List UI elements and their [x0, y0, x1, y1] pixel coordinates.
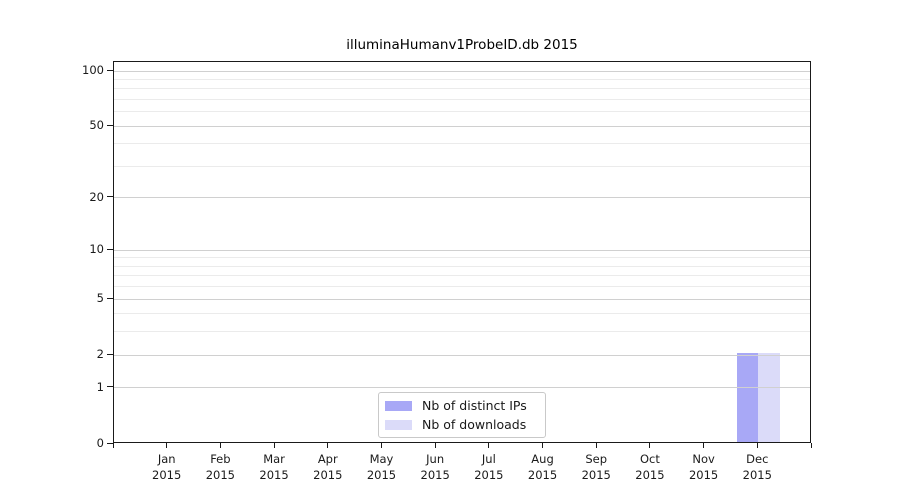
x-axis-tick: [112, 443, 114, 448]
x-axis-tick: [434, 443, 436, 448]
x-axis-tick: [166, 443, 168, 448]
plot-area: [113, 61, 811, 443]
gridline-major: [114, 298, 810, 300]
x-axis-tick: [595, 443, 597, 448]
x-axis-tick: [810, 443, 812, 448]
gridline-minor: [114, 165, 810, 167]
x-axis-tick: [327, 443, 329, 448]
bar-downloads: [758, 353, 780, 442]
x-tick-label: Nov 2015: [688, 452, 719, 482]
y-axis-tick: [107, 124, 113, 126]
x-axis-tick: [219, 443, 221, 448]
x-axis-tick: [542, 443, 544, 448]
gridline-minor: [114, 313, 810, 315]
x-tick-label: Mar 2015: [259, 452, 289, 482]
y-axis-tick: [107, 442, 113, 444]
x-axis-tick: [756, 443, 758, 448]
legend-entry: Nb of distinct IPs: [385, 398, 537, 413]
y-axis-tick: [107, 353, 113, 355]
gridline-major: [114, 125, 810, 127]
y-tick-label: 10: [89, 242, 104, 257]
y-tick-label: 100: [82, 63, 104, 77]
gridline-major: [114, 387, 810, 389]
x-tick-label: Dec 2015: [742, 452, 772, 482]
y-tick-label: 20: [89, 189, 104, 204]
y-axis-tick: [107, 248, 113, 250]
y-tick-label: 50: [89, 118, 104, 133]
gridline-major: [114, 197, 810, 199]
gridline-minor: [114, 257, 810, 259]
y-tick-label: 0: [96, 436, 104, 450]
gridline-minor: [114, 111, 810, 113]
x-axis-tick: [380, 443, 382, 448]
gridline-minor: [114, 331, 810, 333]
gridline-minor: [114, 143, 810, 145]
y-axis-tick: [107, 297, 113, 299]
legend-swatch: [385, 400, 412, 411]
y-axis-tick: [107, 386, 113, 388]
legend-swatch: [385, 419, 412, 430]
gridline-minor: [114, 286, 810, 288]
gridline-minor: [114, 265, 810, 267]
y-tick-label: 1: [96, 379, 104, 394]
y-tick-label: 5: [96, 291, 104, 306]
x-axis-tick: [649, 443, 651, 448]
gridline-minor: [114, 275, 810, 277]
x-tick-label: Jan 2015: [152, 452, 182, 482]
legend-entry-label: Nb of downloads: [422, 417, 527, 432]
legend-entry: Nb of downloads: [385, 417, 537, 432]
gridline-major: [114, 70, 810, 72]
gridline-major: [114, 249, 810, 251]
bar-distinct-ips: [736, 353, 759, 442]
y-axis-tick: [107, 196, 113, 198]
y-axis-tick: [107, 69, 113, 71]
x-tick-label: Jul 2015: [474, 452, 504, 482]
gridline-minor: [114, 78, 810, 80]
x-tick-label: Sep 2015: [581, 452, 611, 482]
x-tick-label: Apr 2015: [313, 452, 343, 482]
x-tick-label: Feb 2015: [205, 452, 236, 482]
legend-entry-label: Nb of distinct IPs: [422, 398, 527, 413]
legend: Nb of distinct IPs Nb of downloads: [378, 392, 546, 438]
x-tick-label: May 2015: [366, 452, 397, 482]
gridline-minor: [114, 88, 810, 90]
gridline-minor: [114, 98, 810, 100]
gridline-major: [114, 354, 810, 356]
x-axis-tick: [488, 443, 490, 448]
x-tick-label: Jun 2015: [420, 452, 450, 482]
y-tick-label: 2: [96, 347, 104, 362]
x-axis-tick: [273, 443, 275, 448]
x-axis-tick: [703, 443, 705, 448]
x-tick-label: Aug 2015: [527, 452, 558, 482]
chart-title: illuminaHumanv1ProbeID.db 2015: [346, 37, 578, 53]
x-tick-label: Oct 2015: [635, 452, 665, 482]
